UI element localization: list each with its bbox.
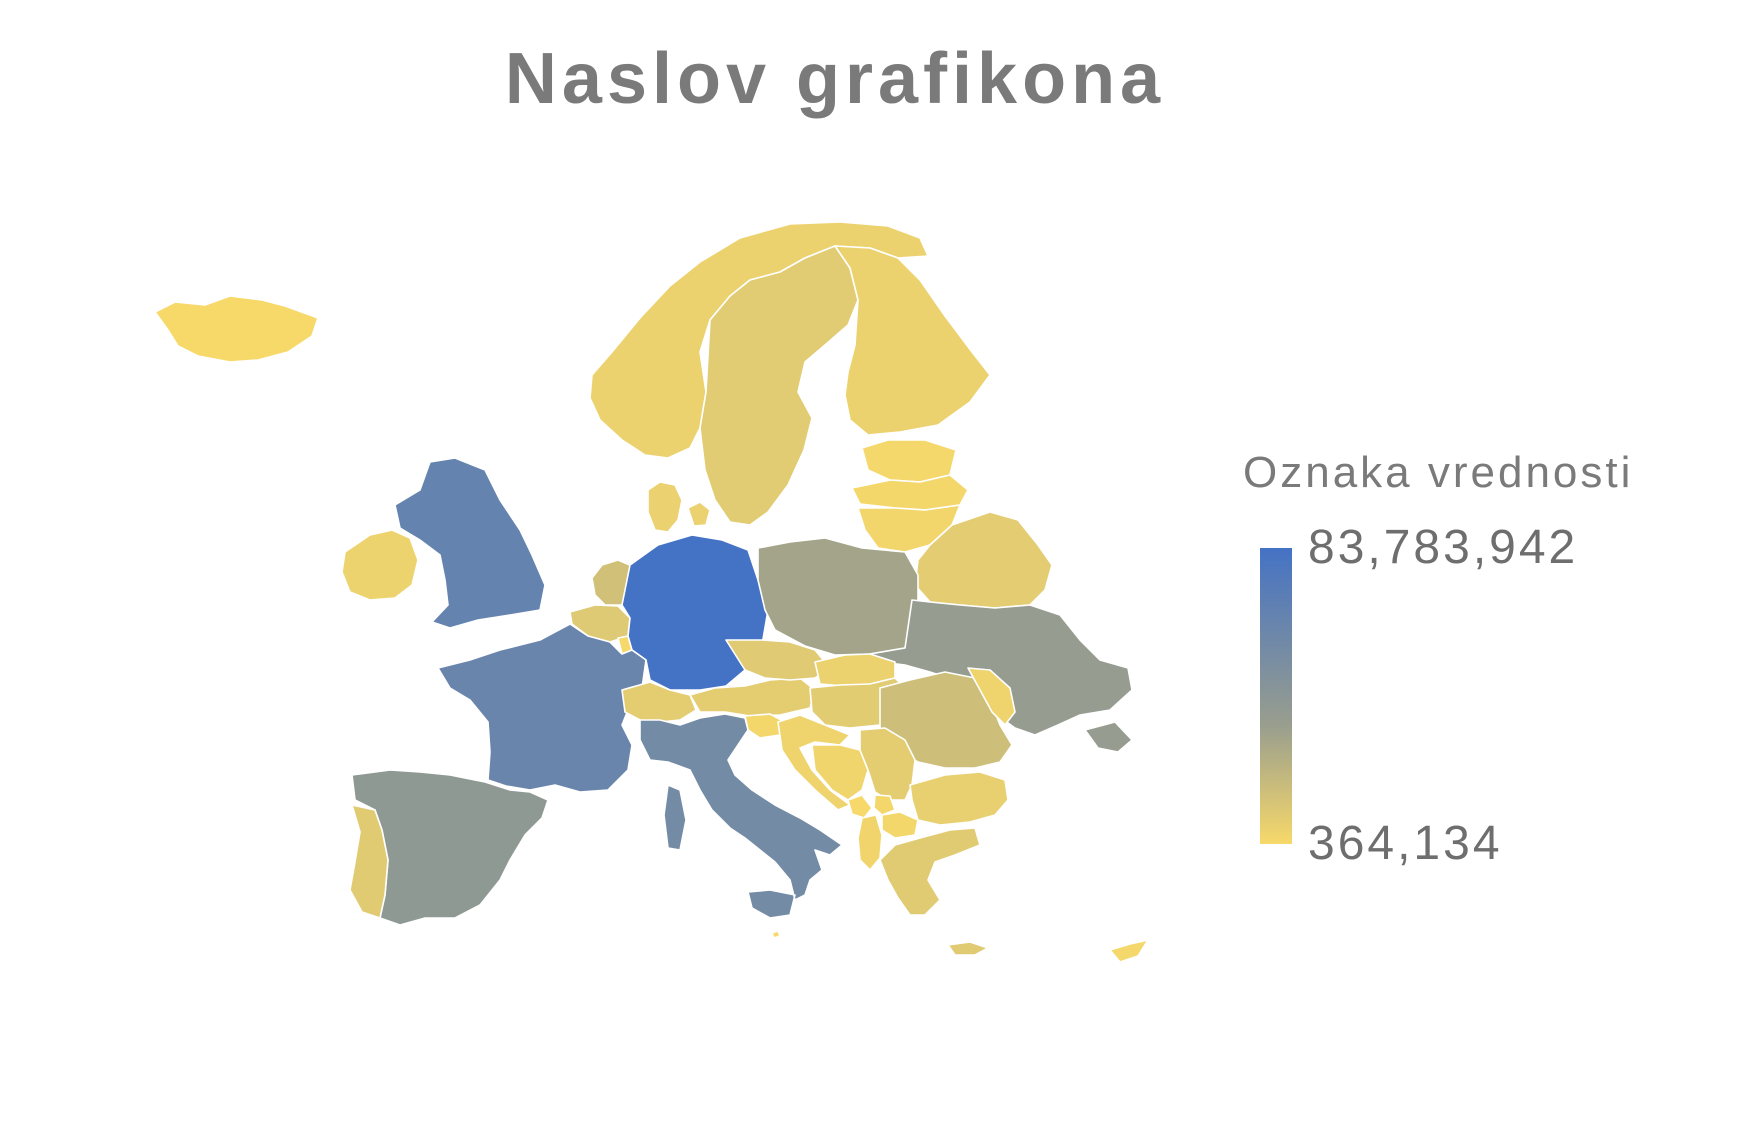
legend-title: Oznaka vrednosti: [1243, 448, 1634, 497]
region-iceland[interactable]: [154, 295, 319, 363]
region-cyprus[interactable]: [1109, 939, 1149, 963]
region-ukraine[interactable]: [869, 599, 1133, 753]
region-germany[interactable]: [621, 534, 769, 691]
legend-max-label: 83,783,942: [1308, 521, 1579, 574]
region-moldova[interactable]: [967, 667, 1016, 726]
region-bosnia-and-herzegovina[interactable]: [811, 744, 869, 801]
legend-min-label: 364,134: [1308, 817, 1503, 870]
region-latvia[interactable]: [851, 474, 969, 511]
region-switzerland[interactable]: [621, 681, 697, 723]
region-portugal[interactable]: [349, 804, 389, 919]
region-montenegro[interactable]: [847, 794, 873, 819]
region-croatia[interactable]: [777, 714, 851, 811]
region-sweden[interactable]: [699, 245, 859, 526]
region-estonia[interactable]: [861, 439, 957, 483]
chart-title: Naslov grafikona: [504, 39, 1166, 119]
region-poland[interactable]: [757, 537, 919, 656]
region-albania[interactable]: [857, 814, 883, 871]
region-kosovo[interactable]: [873, 794, 896, 816]
region-france[interactable]: [437, 623, 647, 793]
region-denmark[interactable]: [647, 481, 711, 533]
region-ireland[interactable]: [341, 529, 419, 601]
region-italy[interactable]: [639, 713, 843, 919]
region-greece[interactable]: [879, 827, 989, 956]
region-united-kingdom[interactable]: [394, 457, 546, 629]
region-bulgaria[interactable]: [909, 771, 1009, 826]
region-serbia[interactable]: [859, 727, 916, 801]
region-north-macedonia[interactable]: [881, 811, 919, 839]
region-malta[interactable]: [771, 930, 781, 939]
region-finland[interactable]: [834, 245, 991, 436]
legend-color-scale: [1260, 548, 1292, 844]
